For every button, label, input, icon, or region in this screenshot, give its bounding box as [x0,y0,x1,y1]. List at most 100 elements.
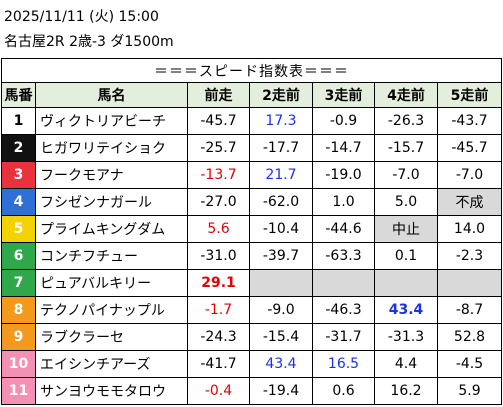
speed-index: -14.7 [312,134,375,162]
horse-name: フークモアナ [35,161,188,189]
speed-index: 5.9 [437,377,502,405]
horse-row: 7 ピュアバルキリー 29.1 [1,269,502,297]
horse-row: 5 プライムキングダム 5.6 -10.4 -44.6 中止 14.0 [1,215,502,243]
horse-row: 4 フシゼンナガール -27.0 -62.0 1.0 5.0 不成 [1,188,502,216]
horse-number: 4 [1,188,36,216]
horse-row: 3 フークモアナ -13.7 21.7 -19.0 -7.0 -7.0 [1,161,502,189]
horse-row: 2 ヒガワリテイショク -25.7 -17.7 -14.7 -15.7 -45.7 [1,134,502,162]
speed-index: -43.7 [437,107,502,135]
horse-number: 9 [1,323,36,351]
speed-index: -44.6 [312,215,375,243]
column-header: 前走 [187,82,250,108]
speed-index: -41.7 [187,350,250,378]
speed-index: 0.6 [312,377,375,405]
speed-index: 21.7 [249,161,313,189]
horse-name: ラブクラーセ [35,323,188,351]
speed-index: 17.3 [249,107,313,135]
horse-row: 10 エイシンチアーズ -41.7 43.4 16.5 4.4 -4.5 [1,350,502,378]
speed-index: 不成 [437,188,502,216]
horse-name: サンヨウモモタロウ [35,377,188,405]
horse-number: 7 [1,269,36,297]
speed-index: -45.7 [187,107,250,135]
speed-index: -31.0 [187,242,250,270]
horse-name: コンチフチュー [35,242,188,270]
table-title: ＝＝＝スピード指数表＝＝＝ [1,58,502,83]
speed-index: 29.1 [187,269,250,297]
column-header: 2走前 [249,82,313,108]
speed-index: 4.4 [374,350,438,378]
speed-index: -9.0 [249,296,313,324]
speed-index: -27.0 [187,188,250,216]
horse-row: 8 テクノパイナップル -1.7 -9.0 -46.3 43.4 -8.7 [1,296,502,324]
speed-index: -2.3 [437,242,502,270]
speed-index: -19.0 [312,161,375,189]
horse-name: プライムキングダム [35,215,188,243]
speed-index: 1.0 [312,188,375,216]
horse-name: フシゼンナガール [35,188,188,216]
race-date: 2025/11/11 (火) 15:00 [4,9,159,25]
speed-index: 5.6 [187,215,250,243]
speed-index [249,269,313,297]
speed-index: -0.4 [187,377,250,405]
speed-index: -7.0 [437,161,502,189]
speed-index: -8.7 [437,296,502,324]
speed-index: -1.7 [187,296,250,324]
column-header: 3走前 [312,82,375,108]
horse-row: 9 ラブクラーセ -24.3 -15.4 -31.7 -31.3 52.8 [1,323,502,351]
speed-table: ＝＝＝スピード指数表＝＝＝ 馬番 馬名 前走 2走前 3走前 4走前 5走前 1 ヴィクトリアビー… [1,58,502,405]
horse-number: 11 [1,377,36,405]
speed-index: 14.0 [437,215,502,243]
horse-name: ピュアバルキリー [35,269,188,297]
horse-row: 1 ヴィクトリアビーチ -45.7 17.3 -0.9 -26.3 -43.7 [1,107,502,135]
speed-index: -45.7 [437,134,502,162]
column-header: 5走前 [437,82,502,108]
speed-index: -17.7 [249,134,313,162]
horse-number: 5 [1,215,36,243]
speed-index: -39.7 [249,242,313,270]
horse-name: エイシンチアーズ [35,350,188,378]
speed-index: -31.3 [374,323,438,351]
speed-index: -7.0 [374,161,438,189]
title-row: ＝＝＝スピード指数表＝＝＝ [1,58,502,83]
horse-number: 2 [1,134,36,162]
horse-number: 6 [1,242,36,270]
header-row: 馬番 馬名 前走 2走前 3走前 4走前 5走前 [1,82,502,108]
horse-number: 8 [1,296,36,324]
speed-index: -13.7 [187,161,250,189]
speed-index [374,269,438,297]
speed-index: 16.5 [312,350,375,378]
speed-index: 中止 [374,215,438,243]
column-header: 4走前 [374,82,438,108]
speed-index: -46.3 [312,296,375,324]
speed-index: -63.3 [312,242,375,270]
speed-index: 5.0 [374,188,438,216]
speed-index: -15.4 [249,323,313,351]
speed-index [312,269,375,297]
speed-index: -15.7 [374,134,438,162]
horse-name: ヒガワリテイショク [35,134,188,162]
horse-row: 11 サンヨウモモタロウ -0.4 -19.4 0.6 16.2 5.9 [1,377,502,405]
speed-index: -19.4 [249,377,313,405]
speed-index: -26.3 [374,107,438,135]
column-header: 馬名 [35,82,188,108]
speed-index: 43.4 [374,296,438,324]
speed-index: -4.5 [437,350,502,378]
horse-name: テクノパイナップル [35,296,188,324]
race-info: 名古屋2R 2歳-3 ダ1500m [4,34,174,50]
horse-number: 1 [1,107,36,135]
speed-index [437,269,502,297]
speed-index: 16.2 [374,377,438,405]
horse-number: 10 [1,350,36,378]
speed-index: -10.4 [249,215,313,243]
speed-index: -24.3 [187,323,250,351]
horse-name: ヴィクトリアビーチ [35,107,188,135]
speed-index: -0.9 [312,107,375,135]
horse-number: 3 [1,161,36,189]
speed-index: 0.1 [374,242,438,270]
horse-row: 6 コンチフチュー -31.0 -39.7 -63.3 0.1 -2.3 [1,242,502,270]
speed-index: 52.8 [437,323,502,351]
speed-index: -62.0 [249,188,313,216]
column-header: 馬番 [1,82,36,108]
speed-index: -31.7 [312,323,375,351]
